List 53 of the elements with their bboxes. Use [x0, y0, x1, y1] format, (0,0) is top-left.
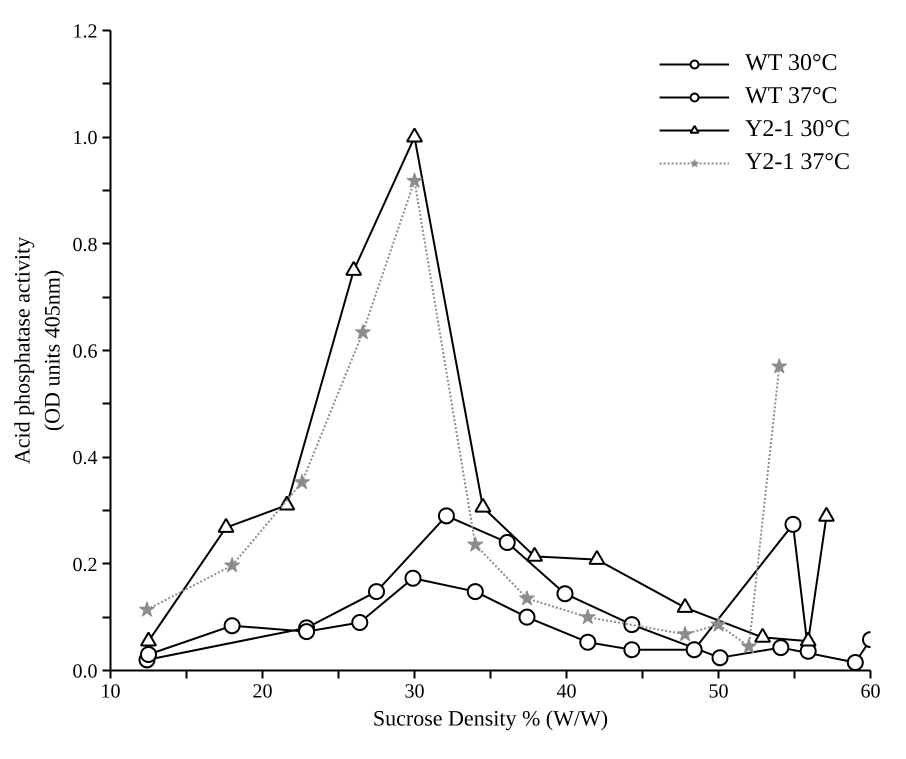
legend-label: WT 37°C [745, 83, 838, 110]
point [406, 172, 423, 188]
x-tick-label: 50 [708, 680, 728, 702]
point [712, 649, 729, 666]
point [294, 474, 310, 490]
y-axis-title: Acid phosphatase activity (OD units 405nm) [10, 236, 64, 464]
point [556, 585, 574, 602]
point [623, 616, 640, 634]
legend-label: Y2-1 30°C [745, 116, 850, 143]
point [580, 608, 596, 624]
y-tick-label: 1.0 [72, 127, 98, 150]
point [579, 634, 596, 651]
x-tick-label: 40 [556, 680, 576, 702]
x-tick-label: 30 [404, 680, 424, 702]
y-tick-label: 0.0 [72, 660, 98, 682]
y-tick-label: 0.6 [72, 340, 98, 362]
point [771, 358, 788, 374]
point [138, 601, 156, 617]
point [623, 641, 640, 658]
y-tick-label: 0.2 [72, 554, 98, 576]
y-tick-label: 0.4 [72, 447, 98, 470]
point [772, 639, 790, 656]
point [298, 623, 316, 640]
x-axis-title: Sucrose Density % (W/W) [372, 706, 608, 730]
y-tick-label: 0.8 [72, 234, 98, 256]
point [345, 260, 362, 276]
point [438, 507, 455, 524]
x-tick-label: 20 [252, 680, 272, 702]
point [710, 616, 727, 632]
legend-label: WT 30°C [745, 50, 838, 77]
point [518, 590, 536, 606]
y-tick-label: 1.2 [72, 20, 98, 42]
point [784, 516, 802, 533]
point [354, 324, 371, 340]
point [740, 638, 758, 654]
point [224, 617, 241, 634]
legend-label: Y2-1 37°C [745, 149, 850, 176]
point [474, 498, 492, 513]
point [466, 583, 484, 600]
point [351, 614, 368, 631]
point [686, 641, 703, 658]
point [846, 654, 864, 670]
point [140, 646, 157, 663]
point [518, 608, 536, 626]
point [224, 556, 240, 572]
point [467, 536, 484, 552]
point [406, 128, 423, 142]
point [404, 570, 422, 587]
x-tick-label: 60 [860, 680, 880, 702]
point [676, 626, 694, 642]
point [368, 583, 385, 600]
x-tick-label: 10 [100, 680, 120, 702]
point [498, 534, 516, 551]
